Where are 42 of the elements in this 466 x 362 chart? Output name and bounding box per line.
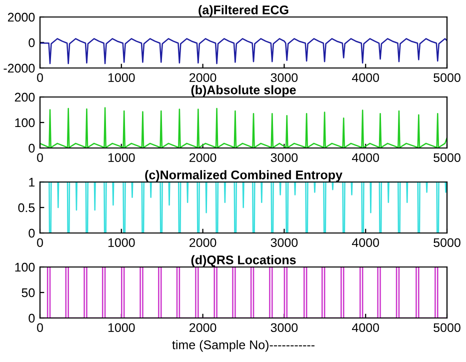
y-tick-label: 0	[28, 228, 35, 238]
x-tick-label: 4000	[352, 153, 380, 162]
chart-title: (d)QRS Locations	[191, 255, 296, 267]
x-tick-label: 4000	[352, 323, 380, 332]
y-tick-label: 0	[28, 38, 35, 48]
y-tick-label: 0	[28, 314, 35, 323]
chart-title: (c)Normalized Combined Entropy	[145, 170, 342, 182]
x-tick-label: 5000	[434, 153, 460, 162]
x-tick-label: 4000	[352, 238, 380, 248]
y-tick-label: 0	[28, 144, 35, 153]
x-axis-title: time (Sample No)-----------	[172, 340, 314, 352]
x-tick-label: 4000	[352, 73, 380, 82]
x-tick-label: 3000	[270, 73, 298, 82]
y-tick-label: 0.5	[18, 203, 35, 212]
x-tick-label: 3000	[270, 323, 298, 332]
x-tick-label: 5000	[434, 323, 460, 332]
x-tick-label: 1000	[108, 323, 135, 332]
x-tick-label: 0	[37, 323, 43, 332]
y-tick-label: 1	[29, 178, 35, 187]
x-tick-label: 1000	[108, 238, 135, 248]
x-tick-label: 0	[37, 238, 43, 248]
y-tick-label: 100	[15, 262, 35, 272]
y-tick-label: -2000	[4, 64, 35, 73]
x-tick-label: 5000	[434, 73, 460, 82]
x-tick-label: 2000	[190, 73, 216, 82]
x-tick-label: 3000	[270, 238, 298, 248]
y-tick-label: 2000	[8, 12, 35, 22]
x-tick-label: 2000	[190, 238, 216, 248]
x-tick-label: 5000	[434, 238, 460, 248]
x-tick-label: 2000	[190, 323, 216, 332]
x-tick-label: 1000	[108, 153, 135, 162]
chart-title: (a)Filtered ECG	[198, 5, 288, 17]
x-tick-label: 3000	[270, 153, 298, 162]
x-tick-label: 2000	[190, 153, 216, 162]
y-tick-label: 100	[15, 118, 35, 128]
x-tick-label: 1000	[108, 73, 135, 82]
y-tick-label: 50	[22, 288, 35, 298]
x-tick-label: 0	[37, 153, 43, 162]
line-series	[40, 38, 447, 64]
chart-title: (b)Absolute slope	[191, 85, 296, 97]
y-tick-label: 200	[14, 92, 35, 102]
x-tick-label: 0	[37, 73, 43, 82]
